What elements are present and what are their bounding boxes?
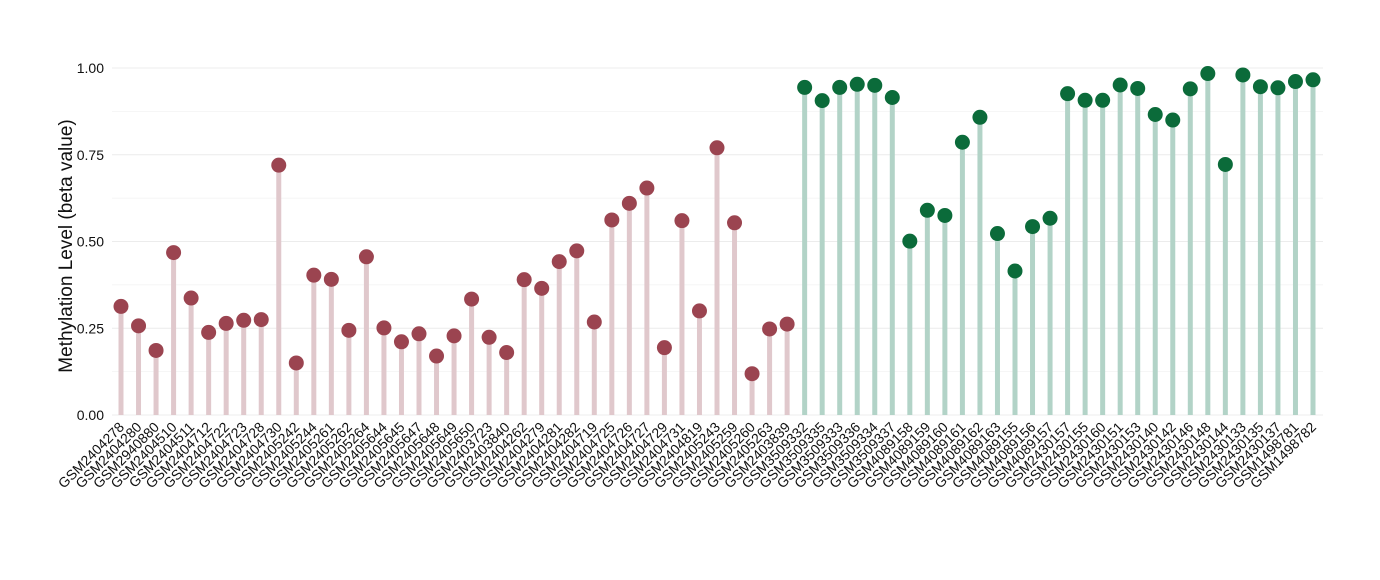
lollipop-point xyxy=(499,345,515,361)
lollipop-point xyxy=(534,280,550,296)
lollipop-point xyxy=(604,212,620,228)
lollipop-point xyxy=(639,180,655,196)
lollipop-point xyxy=(201,324,217,340)
lollipop-point xyxy=(1025,219,1041,235)
lollipop-point xyxy=(919,202,935,218)
lollipop-point xyxy=(902,233,918,249)
lollipop-point xyxy=(481,329,497,345)
lollipop-point xyxy=(867,77,883,93)
lollipop-point xyxy=(393,334,409,350)
lollipop-point xyxy=(832,79,848,95)
lollipop-point xyxy=(709,140,725,156)
y-tick-label: 0.25 xyxy=(77,320,104,336)
lollipop-point xyxy=(1270,80,1286,96)
y-tick-label: 0.50 xyxy=(77,234,104,250)
lollipop-point xyxy=(674,213,690,229)
lollipop-point xyxy=(954,134,970,150)
lollipop-point xyxy=(1130,80,1146,96)
point-layer xyxy=(113,66,1321,382)
lollipop-point xyxy=(989,226,1005,242)
lollipop-point xyxy=(411,326,427,342)
stem-layer xyxy=(118,73,1316,415)
lollipop-point xyxy=(1235,67,1251,83)
lollipop-point xyxy=(1287,74,1303,90)
lollipop-point xyxy=(779,316,795,332)
y-tick-label: 1.00 xyxy=(77,60,104,76)
lollipop-point xyxy=(937,207,953,223)
y-axis-title: Methylation Level (beta value) xyxy=(56,119,77,372)
lollipop-point xyxy=(972,109,988,125)
lollipop-point xyxy=(744,366,760,382)
lollipop-point xyxy=(236,312,252,328)
lollipop-point xyxy=(1077,92,1093,108)
lollipop-point xyxy=(569,243,585,259)
lollipop-point xyxy=(1042,210,1058,226)
lollipop-point xyxy=(762,321,778,337)
lollipop-point xyxy=(1112,77,1128,93)
lollipop-point xyxy=(113,298,129,314)
lollipop-point xyxy=(691,303,707,319)
lollipop-point xyxy=(814,93,830,109)
lollipop-point xyxy=(656,340,672,356)
lollipop-point xyxy=(288,355,304,371)
lollipop-point xyxy=(1182,81,1198,97)
lollipop-point xyxy=(1165,112,1181,128)
lollipop-point xyxy=(727,215,743,231)
lollipop-point xyxy=(446,328,462,344)
lollipop-point xyxy=(341,322,357,338)
lollipop-point xyxy=(1252,79,1268,95)
y-tick-label: 0.00 xyxy=(77,407,104,423)
lollipop-point xyxy=(464,291,480,307)
lollipop-point xyxy=(1060,86,1076,102)
y-axis: 0.00 0.25 0.50 0.75 1.00 xyxy=(77,60,104,423)
lollipop-point xyxy=(271,157,287,173)
lollipop-point xyxy=(429,348,445,364)
lollipop-point xyxy=(358,249,374,265)
lollipop-point xyxy=(183,290,199,306)
lollipop-point xyxy=(586,314,602,330)
lollipop-point xyxy=(797,79,813,95)
lollipop-point xyxy=(148,342,164,358)
lollipop-point xyxy=(621,195,637,211)
lollipop-point xyxy=(376,320,392,336)
lollipop-point xyxy=(1007,263,1023,279)
lollipop-point xyxy=(1147,106,1163,122)
lollipop-point xyxy=(131,318,147,334)
lollipop-point xyxy=(884,89,900,105)
y-tick-label: 0.75 xyxy=(77,147,104,163)
lollipop-point xyxy=(516,272,532,288)
lollipop-point xyxy=(323,271,339,287)
lollipop-point xyxy=(1217,156,1233,172)
lollipop-point xyxy=(166,245,182,261)
lollipop-point xyxy=(551,254,567,270)
lollipop-point xyxy=(218,315,234,331)
lollipop-point xyxy=(1305,72,1321,88)
lollipop-point xyxy=(1095,92,1111,108)
x-axis: GSM2404278GSM2404280GSM2940880GSM2404510… xyxy=(55,419,1320,492)
lollipop-point xyxy=(849,76,865,92)
lollipop-point xyxy=(306,267,322,283)
lollipop-point xyxy=(253,312,269,328)
lollipop-point xyxy=(1200,66,1216,82)
